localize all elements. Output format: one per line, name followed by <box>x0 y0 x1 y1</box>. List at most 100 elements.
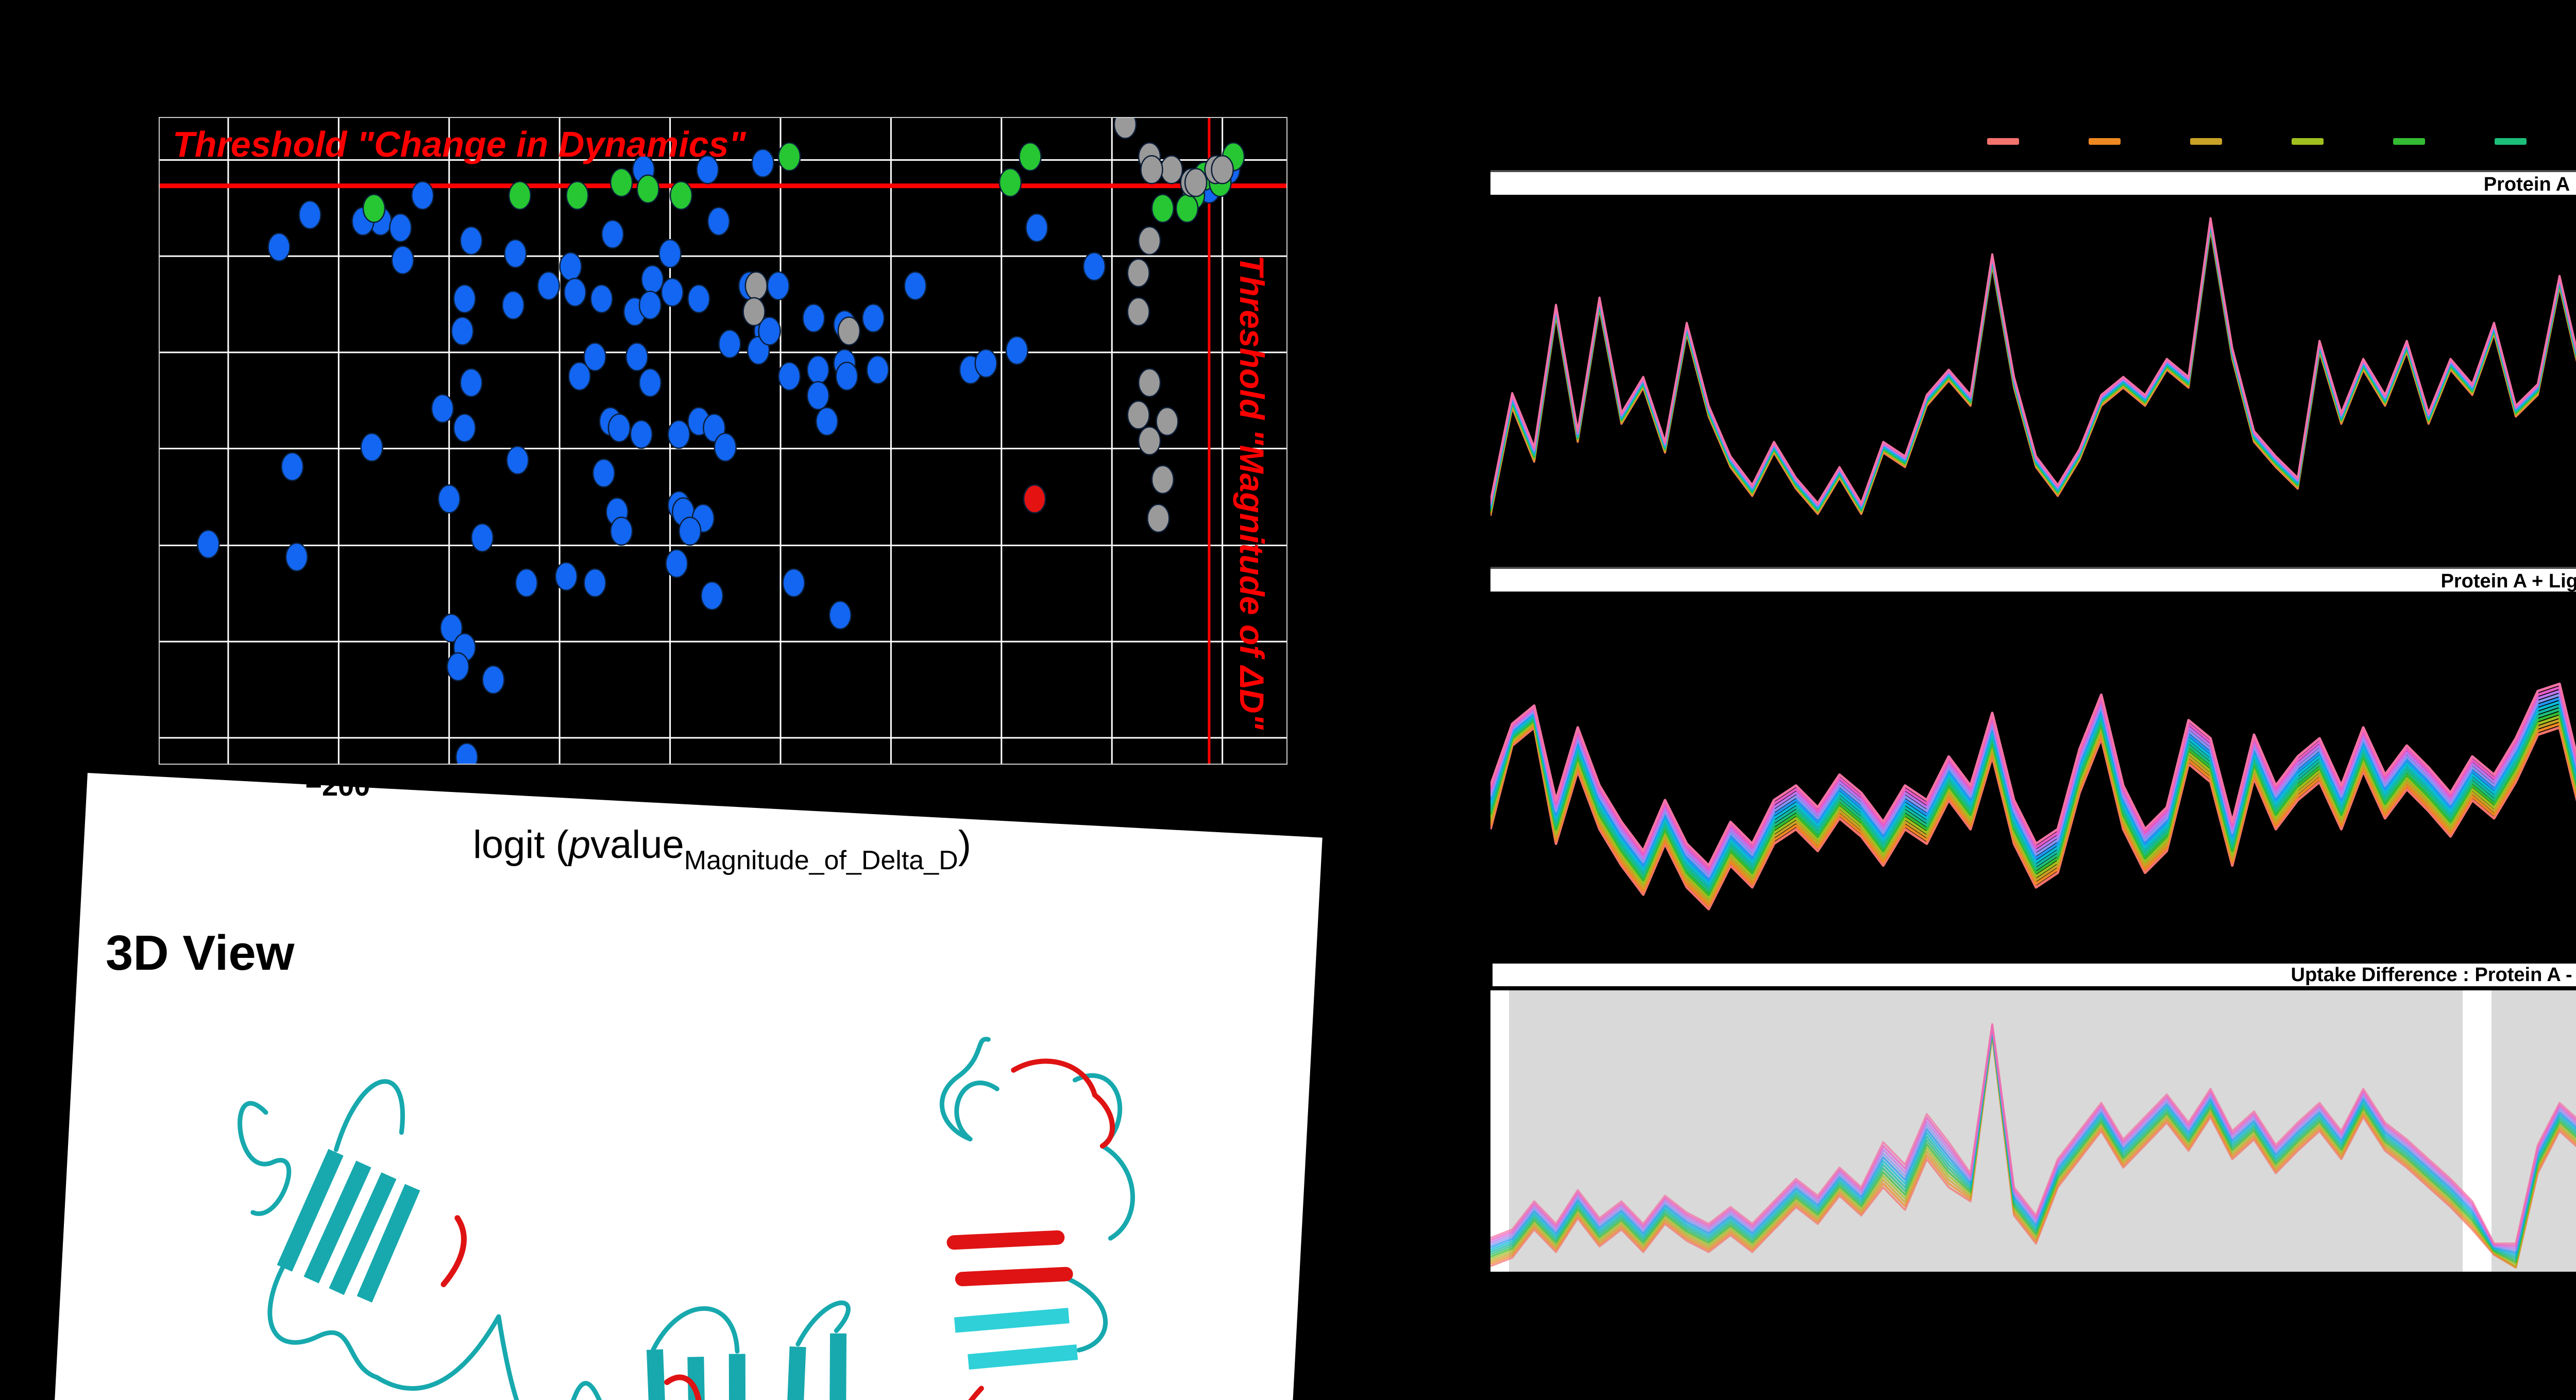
scatter-point-gray[interactable] <box>1138 368 1161 397</box>
legend-swatch[interactable] <box>2089 138 2121 145</box>
scatter-point-gray[interactable] <box>744 271 768 301</box>
scatter-point-gray[interactable] <box>1147 503 1170 533</box>
scatter-point-blue[interactable] <box>389 213 412 243</box>
scatter-point-gray[interactable] <box>1127 297 1150 327</box>
scatter-point-red[interactable] <box>1023 484 1046 514</box>
scatter-point-blue[interactable] <box>782 568 805 598</box>
3d-view-panel[interactable] <box>49 773 1323 1400</box>
scatter-point-blue[interactable] <box>515 568 538 598</box>
scatter-point-blue[interactable] <box>197 529 220 559</box>
scatter-point-blue[interactable] <box>563 278 587 307</box>
scatter-point-blue[interactable] <box>446 652 470 682</box>
scatter-point-blue[interactable] <box>267 232 291 262</box>
scatter-point-blue[interactable] <box>625 342 649 372</box>
scatter-point-blue[interactable] <box>285 542 309 572</box>
legend-swatch[interactable] <box>2393 138 2425 145</box>
legend-swatch[interactable] <box>2292 138 2324 145</box>
legend-swatch[interactable] <box>2190 138 2222 145</box>
scatter-point-blue[interactable] <box>667 419 690 449</box>
scatter-point-blue[interactable] <box>453 284 477 314</box>
scatter-point-gray[interactable] <box>1138 426 1161 456</box>
volcano-plot[interactable] <box>159 117 1287 765</box>
scatter-point-blue[interactable] <box>861 303 885 333</box>
scatter-point-blue[interactable] <box>559 251 582 281</box>
scatter-point-blue[interactable] <box>1025 213 1048 243</box>
scatter-point-blue[interactable] <box>638 368 662 397</box>
scatter-point-blue[interactable] <box>439 613 463 643</box>
uptake-difference-chart[interactable] <box>1490 990 2576 1272</box>
scatter-point-blue[interactable] <box>506 445 529 475</box>
scatter-point-blue[interactable] <box>665 549 688 578</box>
scatter-point-gray[interactable] <box>1138 226 1161 256</box>
scatter-point-blue[interactable] <box>866 355 889 384</box>
scatter-point-gray[interactable] <box>837 316 861 346</box>
scatter-point-blue[interactable] <box>607 413 631 443</box>
scatter-point-blue[interactable] <box>281 452 304 481</box>
scatter-point-blue[interactable] <box>568 361 591 391</box>
scatter-point-blue[interactable] <box>470 523 494 552</box>
scatter-point-blue[interactable] <box>700 581 724 611</box>
scatter-point-blue[interactable] <box>638 291 662 320</box>
scatter-point-green[interactable] <box>508 181 532 210</box>
scatter-point-blue[interactable] <box>707 207 731 236</box>
scatter-point-blue[interactable] <box>298 200 321 230</box>
scatter-point-green[interactable] <box>1175 194 1199 223</box>
scatter-point-gray[interactable] <box>1211 155 1234 184</box>
scatter-point-blue[interactable] <box>455 743 479 764</box>
scatter-point-blue[interactable] <box>460 226 483 256</box>
legend-swatch[interactable] <box>2495 138 2527 145</box>
scatter-point-gray[interactable] <box>1156 407 1179 436</box>
scatter-point-blue[interactable] <box>815 407 839 436</box>
scatter-point-blue[interactable] <box>501 291 525 320</box>
scatter-point-blue[interactable] <box>451 316 474 346</box>
scatter-point-blue[interactable] <box>431 394 454 424</box>
scatter-point-blue[interactable] <box>482 665 505 695</box>
scatter-point-blue[interactable] <box>660 278 684 307</box>
scatter-point-blue[interactable] <box>641 265 664 294</box>
volcano-canvas[interactable] <box>160 118 1286 764</box>
scatter-point-green[interactable] <box>566 181 589 210</box>
scatter-point-blue[interactable] <box>453 413 477 443</box>
scatter-point-blue[interactable] <box>904 271 927 301</box>
scatter-point-blue[interactable] <box>696 155 719 184</box>
uptake-chart-protein-a-ligand[interactable] <box>1490 597 2576 960</box>
scatter-point-blue[interactable] <box>360 432 383 462</box>
scatter-point-blue[interactable] <box>751 148 774 178</box>
scatter-point-blue[interactable] <box>777 361 801 391</box>
scatter-point-gray[interactable] <box>742 297 766 327</box>
legend-swatch[interactable] <box>1987 138 2019 145</box>
scatter-point-gray[interactable] <box>1127 258 1150 288</box>
scatter-point-gray[interactable] <box>1160 155 1183 184</box>
scatter-point-blue[interactable] <box>802 303 825 333</box>
scatter-point-gray[interactable] <box>1140 155 1163 184</box>
scatter-point-blue[interactable] <box>806 355 830 384</box>
scatter-point-blue[interactable] <box>687 284 710 314</box>
scatter-point-blue[interactable] <box>1005 335 1029 365</box>
scatter-point-blue[interactable] <box>758 316 781 346</box>
scatter-point-blue[interactable] <box>590 284 613 314</box>
scatter-point-green[interactable] <box>777 142 801 172</box>
scatter-point-blue[interactable] <box>437 484 461 514</box>
scatter-point-green[interactable] <box>636 174 659 204</box>
scatter-point-green[interactable] <box>669 181 693 210</box>
scatter-point-blue[interactable] <box>974 348 998 378</box>
scatter-point-blue[interactable] <box>609 516 633 546</box>
scatter-point-blue[interactable] <box>678 516 702 546</box>
scatter-point-blue[interactable] <box>411 181 434 210</box>
scatter-point-gray[interactable] <box>1127 400 1150 430</box>
scatter-point-blue[interactable] <box>537 271 560 301</box>
scatter-point-blue[interactable] <box>592 458 616 488</box>
scatter-point-blue[interactable] <box>828 600 852 630</box>
scatter-point-blue[interactable] <box>1082 251 1106 281</box>
scatter-point-blue[interactable] <box>630 419 653 449</box>
scatter-point-green[interactable] <box>362 194 386 223</box>
scatter-point-green[interactable] <box>1151 194 1175 223</box>
scatter-point-blue[interactable] <box>504 239 527 268</box>
scatter-point-blue[interactable] <box>460 368 483 397</box>
scatter-point-blue[interactable] <box>658 239 682 268</box>
scatter-point-gray[interactable] <box>1151 465 1175 494</box>
scatter-point-blue[interactable] <box>583 342 607 372</box>
scatter-point-blue[interactable] <box>583 568 607 598</box>
scatter-point-green[interactable] <box>1019 142 1042 172</box>
scatter-point-gray[interactable] <box>1113 118 1137 139</box>
